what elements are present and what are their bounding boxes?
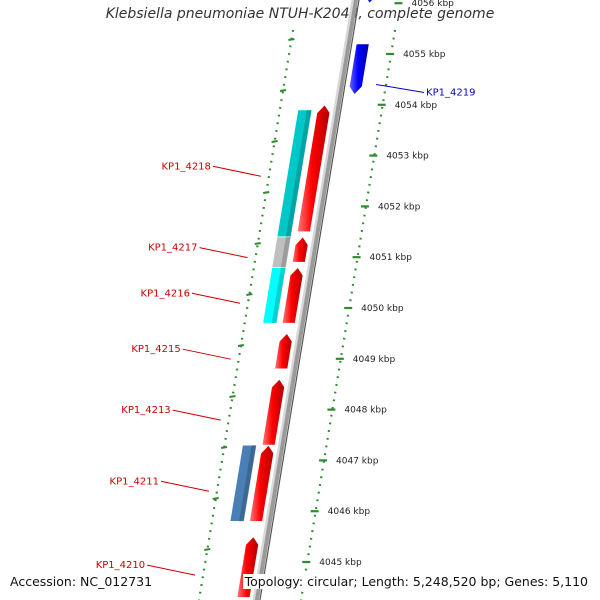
- kbp-tick-label: 4046 kbp: [328, 507, 371, 517]
- feature-shade: [271, 267, 286, 324]
- gene-label-kp1-4216: KP1_4216: [141, 288, 190, 299]
- left-ruler-tick: [246, 293, 253, 296]
- gene-leader-line: [199, 247, 248, 259]
- left-ruler-tick: [204, 548, 211, 551]
- left-ruler-tick: [262, 191, 270, 194]
- gene-leader-line: [172, 409, 221, 421]
- kbp-tick-label: 4055 kbp: [403, 50, 446, 60]
- kbp-tick-label: 4049 kbp: [353, 355, 396, 365]
- gene-arrow-kp1-4216: [281, 266, 304, 324]
- feature-shade: [285, 109, 312, 237]
- gene-arrow-kp1-4210: [236, 535, 260, 598]
- left-ruler-tick: [237, 344, 245, 347]
- left-ruler-tick: [212, 497, 219, 500]
- feature-layer: [229, 109, 313, 522]
- feature-cyan-b: [262, 266, 287, 324]
- right-ruler: [299, 29, 397, 600]
- kbp-tick-label: 4053 kbp: [386, 152, 429, 162]
- kbp-tick-label: 4045 kbp: [319, 558, 362, 568]
- gene-arrow-kp1-4219: [348, 43, 370, 96]
- backbone-shadow: [259, 0, 360, 600]
- left-ruler-tick: [288, 38, 295, 41]
- gene-leader-line: [147, 564, 196, 576]
- left-ruler-tick: [229, 395, 236, 398]
- left-ruler-tick: [220, 446, 228, 449]
- gene-leader-line: [182, 348, 231, 360]
- kbp-tick-label: 4054 kbp: [395, 101, 438, 111]
- gene-leader-line: [375, 83, 425, 93]
- kbp-tick-label: 4052 kbp: [378, 202, 421, 212]
- gene-arrow-kp1-4219b: [366, 0, 374, 4]
- gene-arrow-kp1-4217: [291, 236, 309, 263]
- label-layer: 4056 kbp 4055 kbp 4054 kbp 4053 kbp 4052 kbp…: [96, 0, 475, 576]
- gene-label-kp1-4217: KP1_4217: [148, 243, 197, 254]
- gene-label-kp1-4213: KP1_4213: [121, 405, 170, 416]
- ruler-layer: [197, 2, 403, 600]
- gene-arrow-kp1-4215: [274, 332, 293, 370]
- left-ruler-tick: [271, 140, 278, 143]
- feature-steelblue-a: [229, 444, 258, 522]
- gene-label-kp1-4218: KP1_4218: [162, 161, 211, 172]
- backbone-highlight: [252, 0, 355, 600]
- kbp-tick-label: 4056 kbp: [411, 0, 454, 9]
- genome-title: Klebsiella pneumoniae NTUH-K2044, comple…: [105, 6, 495, 22]
- topology-summary: Topology: circular; Length: 5,248,520 bp…: [242, 574, 590, 589]
- gene-layer: [236, 0, 374, 598]
- left-ruler: [197, 29, 295, 600]
- backbone-line: [254, 0, 359, 600]
- kbp-tick-label: 4051 kbp: [370, 253, 413, 263]
- gene-arrow-kp1-4218: [296, 104, 331, 233]
- backbone-layer: [252, 0, 360, 600]
- left-ruler-tick: [279, 89, 287, 92]
- kbp-tick-label: 4048 kbp: [344, 406, 387, 416]
- gene-label-kp1-4215: KP1_4215: [131, 344, 180, 355]
- accession-text: Accession: NC_012731: [8, 574, 155, 589]
- kbp-tick-label: 4050 kbp: [361, 304, 404, 314]
- kbp-tick-label: 4047 kbp: [336, 456, 379, 466]
- left-ruler-tick: [254, 242, 261, 245]
- gene-arrow-kp1-4211: [249, 444, 275, 522]
- feature-shade: [280, 236, 291, 268]
- feature-shade: [238, 445, 257, 522]
- gene-label-kp1-4211: KP1_4211: [110, 476, 159, 487]
- gene-leader-line: [191, 292, 241, 304]
- gene-leader-line: [212, 165, 262, 177]
- gene-leader-line: [160, 480, 210, 492]
- gene-label-kp1-4210: KP1_4210: [96, 560, 145, 571]
- gene-label-kp1-4219: KP1_4219: [426, 87, 475, 98]
